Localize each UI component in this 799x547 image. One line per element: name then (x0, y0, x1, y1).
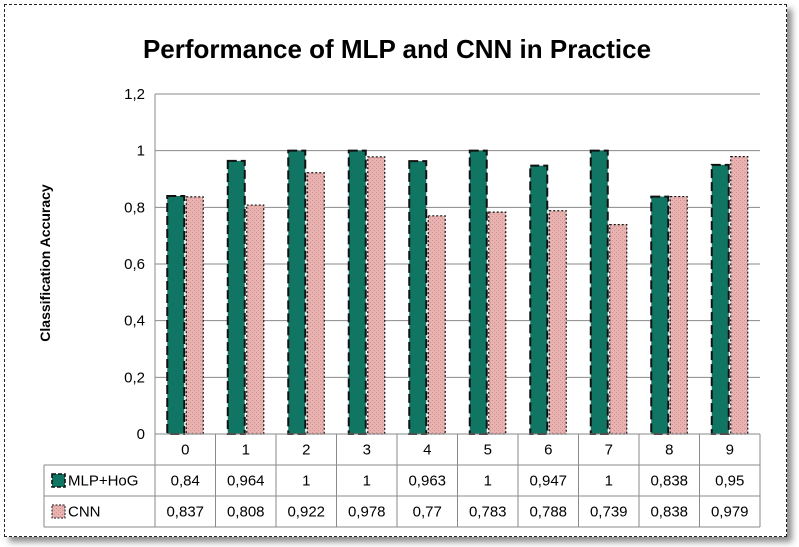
bar-cnn (306, 172, 325, 435)
x-tick-label: 1 (242, 442, 250, 459)
bar-cnn (185, 196, 204, 435)
legend-label: MLP+HoG (68, 473, 138, 490)
data-label: 0,979 (711, 504, 749, 521)
data-label: 0,978 (348, 504, 386, 521)
bar-mlp-hog (468, 149, 488, 436)
y-tick-label: 0,6 (124, 256, 145, 273)
data-label: 0,783 (469, 504, 507, 521)
data-label: 0,922 (287, 504, 325, 521)
legend-swatch-mlp-hog (51, 473, 66, 488)
x-tick-label: 2 (302, 442, 310, 459)
x-tick-label: 9 (726, 442, 734, 459)
data-label: 0,947 (529, 473, 567, 490)
data-label: 0,964 (227, 473, 265, 490)
bar-mlp-hog (710, 163, 730, 435)
y-tick-label: 1,2 (124, 86, 145, 103)
bar-cnn (609, 224, 628, 435)
data-table: 0 1 2 3 4 5 6 7 8 9 MLP+HoG 0,84 0,964 1 1 0,963 1 0,947 1… (43, 433, 761, 528)
data-label: 0,788 (529, 504, 567, 521)
bar-mlp-hog (589, 149, 609, 436)
data-label: 1 (605, 473, 613, 490)
x-tick-label: 8 (665, 442, 673, 459)
data-label: 1 (363, 473, 371, 490)
bar-cnn (367, 156, 386, 435)
data-label: 0,77 (413, 504, 442, 521)
bar-cnn (548, 210, 567, 435)
data-label: 0,838 (650, 473, 688, 490)
bar-mlp-hog (347, 149, 367, 436)
bar-mlp-hog (650, 195, 670, 435)
data-label: 0,84 (171, 473, 200, 490)
bar-cnn (669, 195, 688, 435)
chart-title: Performance of MLP and CNN in Practice (143, 34, 651, 64)
y-tick-label: 1 (137, 143, 145, 160)
legend-label: CNN (68, 504, 101, 521)
bar-mlp-hog (166, 195, 186, 435)
data-label: 0,963 (408, 473, 446, 490)
bar-mlp-hog (408, 160, 428, 435)
x-tick-label: 0 (181, 442, 189, 459)
data-label: 1 (484, 473, 492, 490)
bar-mlp-hog (226, 159, 246, 435)
x-tick-label: 4 (423, 442, 431, 459)
y-tick-label: 0 (137, 426, 145, 443)
x-tick-label: 3 (363, 442, 371, 459)
data-label: 0,837 (166, 504, 204, 521)
y-axis-label: Classification Accuracy (37, 184, 53, 342)
legend-swatch-cnn (51, 504, 66, 519)
bars (166, 149, 749, 436)
data-label: 0,838 (650, 504, 688, 521)
data-label: 0,808 (227, 504, 265, 521)
data-label: 1 (302, 473, 310, 490)
data-label: 0,739 (590, 504, 628, 521)
bar-cnn (488, 211, 507, 435)
x-tick-label: 6 (544, 442, 552, 459)
bar-mlp-hog (529, 164, 549, 436)
y-tick-label: 0,8 (124, 199, 145, 216)
x-tick-label: 7 (605, 442, 613, 459)
y-tick-label: 0,4 (124, 313, 145, 330)
y-tick-label: 0,2 (124, 369, 145, 386)
bar-cnn (246, 204, 265, 435)
x-tick-label: 5 (484, 442, 492, 459)
bar-mlp-hog (287, 149, 307, 436)
bar-cnn (730, 156, 749, 435)
y-tick-labels: 0 0,2 0,4 0,6 0,8 1 1,2 (124, 86, 145, 443)
data-label: 0,95 (715, 473, 744, 490)
bar-cnn (427, 215, 446, 435)
